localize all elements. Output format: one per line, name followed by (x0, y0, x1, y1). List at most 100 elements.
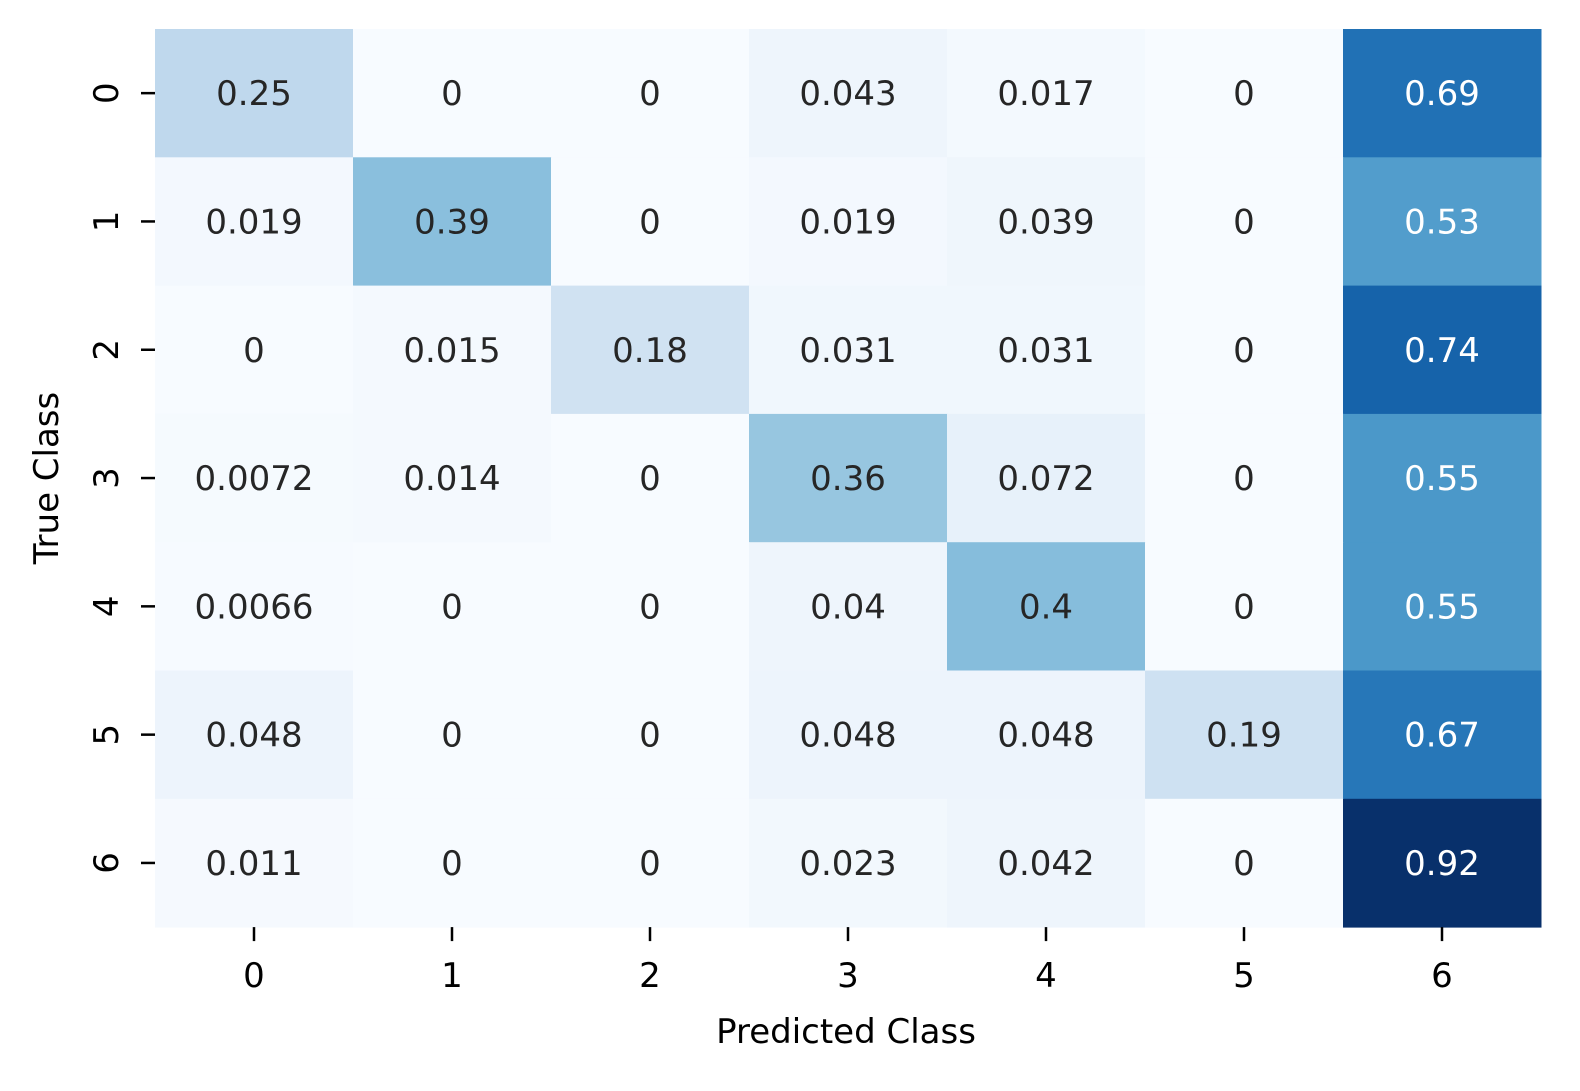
y-tick-label-2: 2 (87, 339, 127, 361)
cell-value-r0-c3: 0.043 (799, 74, 896, 114)
heatmap-cell-r5-c5 (1145, 670, 1344, 800)
cell-value-r4-c2: 0 (639, 587, 661, 627)
cell-value-r2-c0: 0 (243, 331, 265, 371)
cell-value-r3-c2: 0 (639, 459, 661, 499)
heatmap-cell-r0-c0 (155, 29, 354, 158)
heatmap-cell-r3-c1 (353, 413, 552, 543)
heatmap-cell-r2-c0 (155, 285, 354, 415)
x-tick-label-2: 2 (639, 956, 661, 996)
heatmap-cell-r1-c6 (1343, 157, 1542, 287)
cell-value-r5-c2: 0 (639, 716, 661, 756)
heatmap-cell-r2-c2 (551, 285, 750, 415)
y-axis-label: True Class (27, 392, 67, 565)
cell-value-r5-c0: 0.048 (205, 716, 302, 756)
cell-value-r1-c4: 0.039 (997, 202, 1094, 242)
heatmap-cell-r6-c3 (749, 798, 948, 928)
heatmap-cell-r1-c3 (749, 157, 948, 287)
cell-value-r2-c3: 0.031 (799, 331, 896, 371)
x-tick-label-0: 0 (243, 956, 265, 996)
y-tick-label-1: 1 (87, 211, 127, 233)
cell-value-r5-c4: 0.048 (997, 716, 1094, 756)
cell-value-r3-c0: 0.0072 (195, 459, 314, 499)
cell-value-r1-c2: 0 (639, 202, 661, 242)
cell-value-r4-c4: 0.4 (1019, 587, 1073, 627)
heatmap-cell-r6-c5 (1145, 798, 1344, 928)
cell-value-r0-c2: 0 (639, 74, 661, 114)
heatmap-cell-r0-c1 (353, 29, 552, 158)
cell-value-r1-c6: 0.53 (1404, 202, 1480, 242)
heatmap-cell-r3-c6 (1343, 413, 1542, 543)
heatmap-cell-r5-c6 (1343, 670, 1542, 800)
heatmap-cell-r5-c1 (353, 670, 552, 800)
y-tick-label-5: 5 (87, 724, 127, 746)
cell-value-r4-c0: 0.0066 (195, 587, 314, 627)
cell-value-r6-c6: 0.92 (1404, 844, 1480, 884)
cell-value-r5-c1: 0 (441, 716, 463, 756)
heatmap-cell-r2-c5 (1145, 285, 1344, 415)
heatmap-cell-r1-c2 (551, 157, 750, 287)
cell-value-r4-c1: 0 (441, 587, 463, 627)
heatmap-cells (155, 29, 1542, 928)
cell-value-r3-c3: 0.36 (810, 459, 886, 499)
cell-value-r1-c0: 0.019 (205, 202, 302, 242)
heatmap-cell-r1-c4 (947, 157, 1146, 287)
cell-value-r0-c4: 0.017 (997, 74, 1094, 114)
cell-value-r3-c1: 0.014 (403, 459, 500, 499)
heatmap-cell-r4-c2 (551, 542, 750, 671)
heatmap-cell-r4-c3 (749, 542, 948, 671)
cell-value-r2-c2: 0.18 (612, 331, 688, 371)
x-tick-label-4: 4 (1035, 956, 1057, 996)
cell-value-r2-c1: 0.015 (403, 331, 500, 371)
heatmap-cell-r0-c6 (1343, 29, 1542, 158)
cell-value-r1-c5: 0 (1233, 202, 1255, 242)
heatmap-cell-r0-c3 (749, 29, 948, 158)
heatmap-cell-r4-c6 (1343, 542, 1542, 671)
x-tick-label-5: 5 (1233, 956, 1255, 996)
heatmap-cell-labels: 0.25 0 0 0.043 0.017 0 0.69 0.019 0.39 0 0.019 0.03… (195, 74, 1480, 884)
y-tick-label-0: 0 (87, 82, 127, 104)
heatmap-cell-r3-c2 (551, 413, 750, 543)
cell-value-r1-c3: 0.019 (799, 202, 896, 242)
cell-value-r2-c6: 0.74 (1404, 331, 1480, 371)
x-axis-label: Predicted Class (716, 1012, 976, 1052)
heatmap-cell-r0-c4 (947, 29, 1146, 158)
heatmap-cell-r5-c4 (947, 670, 1146, 800)
heatmap-cell-r5-c3 (749, 670, 948, 800)
cell-value-r6-c3: 0.023 (799, 844, 896, 884)
cell-value-r4-c6: 0.55 (1404, 587, 1480, 627)
cell-value-r0-c5: 0 (1233, 74, 1255, 114)
cell-value-r5-c3: 0.048 (799, 716, 896, 756)
heatmap-cell-r6-c6 (1343, 798, 1542, 928)
cell-value-r0-c6: 0.69 (1404, 74, 1480, 114)
cell-value-r3-c6: 0.55 (1404, 459, 1480, 499)
cell-value-r1-c1: 0.39 (414, 202, 490, 242)
cell-value-r2-c4: 0.031 (997, 331, 1094, 371)
heatmap-cell-r4-c5 (1145, 542, 1344, 671)
heatmap-cell-r3-c3 (749, 413, 948, 543)
heatmap-cell-r3-c5 (1145, 413, 1344, 543)
heatmap-cell-r2-c4 (947, 285, 1146, 415)
cell-value-r4-c5: 0 (1233, 587, 1255, 627)
cell-value-r3-c4: 0.072 (997, 459, 1094, 499)
y-tick-label-4: 4 (87, 596, 127, 618)
heatmap-cell-r4-c1 (353, 542, 552, 671)
y-tick-label-6: 6 (87, 852, 127, 874)
heatmap-cell-r5-c0 (155, 670, 354, 800)
cell-value-r6-c2: 0 (639, 844, 661, 884)
x-tick-label-3: 3 (837, 956, 859, 996)
heatmap-cell-r1-c1 (353, 157, 552, 287)
heatmap-cell-r3-c0 (155, 413, 354, 543)
x-axis-ticks: 0 1 2 3 4 5 6 (243, 927, 1453, 996)
y-axis-ticks: 0 1 2 3 4 5 6 (87, 82, 155, 874)
heatmap-cell-r2-c1 (353, 285, 552, 415)
heatmap-cell-r6-c2 (551, 798, 750, 928)
heatmap-cell-r3-c4 (947, 413, 1146, 543)
heatmap-cell-r1-c5 (1145, 157, 1344, 287)
cell-value-r2-c5: 0 (1233, 331, 1255, 371)
heatmap-cell-r1-c0 (155, 157, 354, 287)
heatmap-cell-r0-c2 (551, 29, 750, 158)
x-tick-label-1: 1 (441, 956, 463, 996)
cell-value-r6-c4: 0.042 (997, 844, 1094, 884)
heatmap-cell-r4-c0 (155, 542, 354, 671)
cell-value-r3-c5: 0 (1233, 459, 1255, 499)
